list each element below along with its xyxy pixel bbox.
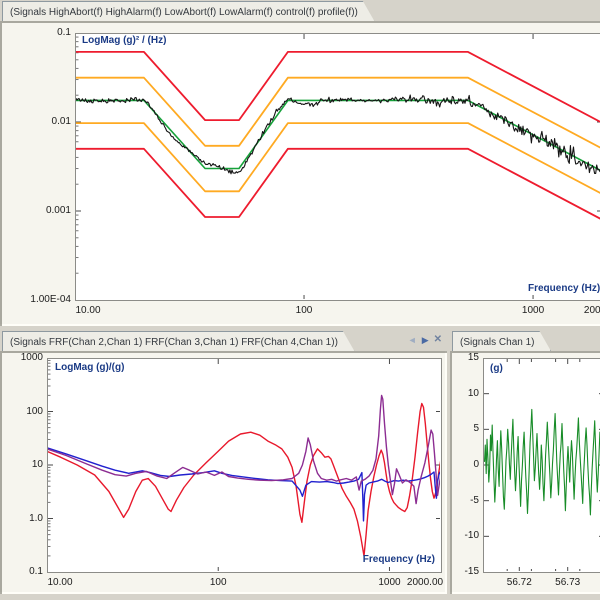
psd-tabbar: (Signals HighAbort(f) HighAlarm(f) LowAb… xyxy=(0,0,600,21)
tick-label: 10.00 xyxy=(30,577,90,589)
tick-label: 0.1 xyxy=(13,27,71,39)
tick-label: 1.00E-04 xyxy=(13,294,71,306)
tick-label: 1000 xyxy=(0,352,43,364)
frf-frequency-axis-title: Frequency (Hz) xyxy=(230,554,435,565)
tab-frf-label: (Signals FRF(Chan 2,Chan 1) FRF(Chan 3,C… xyxy=(10,337,338,348)
frf-plot-area[interactable]: LogMag (g)/(g) Frequency (Hz) 10.00 100 10… xyxy=(0,351,447,594)
tick-label: 0 xyxy=(450,459,479,471)
tab-frf-signals[interactable]: (Signals FRF(Chan 2,Chan 1) FRF(Chan 3,C… xyxy=(2,331,355,352)
tick-label: 10 xyxy=(0,459,43,471)
tick-label: 100 xyxy=(0,406,43,418)
tab-time-label: (Signals Chan 1) xyxy=(460,337,534,348)
frf-tab-controls: ◄ ▶ ✕ xyxy=(408,334,442,346)
tick-label: 1.0 xyxy=(0,513,43,525)
tab-psd-signals[interactable]: (Signals HighAbort(f) HighAlarm(f) LowAb… xyxy=(2,1,375,22)
next-tab-button[interactable]: ▶ xyxy=(422,334,429,346)
application-window: (Signals HighAbort(f) HighAlarm(f) LowAb… xyxy=(0,0,600,600)
tab-psd-label: (Signals HighAbort(f) HighAlarm(f) LowAb… xyxy=(10,7,358,18)
tick-label: 1000 xyxy=(503,305,563,317)
tick-label: 2000.00 xyxy=(395,577,447,589)
tick-label: 0.01 xyxy=(13,116,71,128)
tick-label: 56.74 xyxy=(586,577,600,589)
psd-magnitude-axis-title: LogMag (g)² / (Hz) xyxy=(82,35,166,46)
tick-label: 2000.00 xyxy=(572,305,600,317)
frf-tabbar: (Signals FRF(Chan 2,Chan 1) FRF(Chan 3,C… xyxy=(0,330,447,351)
time-tabbar: (Signals Chan 1) xyxy=(450,330,600,351)
tick-label: -15 xyxy=(450,566,479,578)
panel-time: (Signals Chan 1) (g) 56.7256.7356.741510… xyxy=(450,330,600,594)
tick-label: 10.00 xyxy=(58,305,118,317)
tick-label: -10 xyxy=(450,530,479,542)
tick-label: 0.1 xyxy=(0,566,43,578)
psd-plot-area[interactable]: LogMag (g)² / (Hz) Frequency (Hz) 10.001… xyxy=(0,21,600,326)
psd-frequency-axis-title: Frequency (Hz) xyxy=(528,283,600,294)
tick-label: 0.001 xyxy=(13,205,71,217)
panel-psd: (Signals HighAbort(f) HighAlarm(f) LowAb… xyxy=(0,0,600,326)
panel-frf: (Signals FRF(Chan 2,Chan 1) FRF(Chan 3,C… xyxy=(0,330,447,594)
tick-label: -5 xyxy=(450,495,479,507)
tick-label: 15 xyxy=(450,352,479,364)
tick-label: 100 xyxy=(274,305,334,317)
tab-time-signals[interactable]: (Signals Chan 1) xyxy=(452,331,551,352)
time-amplitude-axis-title: (g) xyxy=(490,363,503,374)
tick-label: 100 xyxy=(188,577,248,589)
close-tab-button[interactable]: ✕ xyxy=(434,334,442,346)
time-plot-area[interactable]: (g) 56.7256.7356.74151050-5-10-15 xyxy=(450,351,600,594)
frf-magnitude-axis-title: LogMag (g)/(g) xyxy=(55,362,124,373)
prev-tab-button[interactable]: ◄ xyxy=(408,334,417,346)
tick-label: 5 xyxy=(450,423,479,435)
tick-label: 10 xyxy=(450,388,479,400)
